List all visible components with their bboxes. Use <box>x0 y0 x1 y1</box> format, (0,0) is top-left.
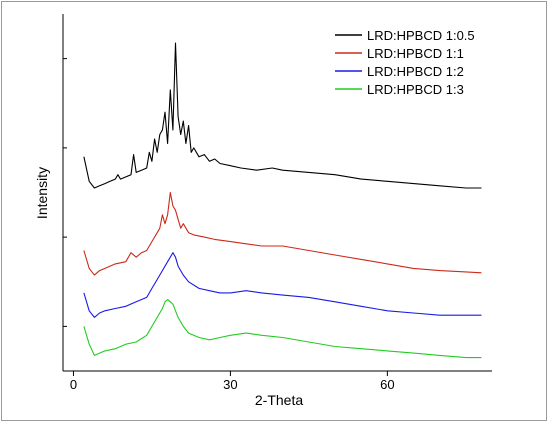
series-line-2 <box>83 191 482 276</box>
x-tick-label: 60 <box>380 377 394 392</box>
series-line-1 <box>83 42 482 189</box>
series-line-4 <box>83 299 482 359</box>
x-axis-title: 2-Theta <box>255 392 303 408</box>
series-line-3 <box>83 252 482 318</box>
legend-label: LRD:HPBCD 1:1 <box>367 46 464 61</box>
x-tick-label: 30 <box>223 377 237 392</box>
legend-label: LRD:HPBCD 1:2 <box>367 64 464 79</box>
x-tick-label: 0 <box>70 377 77 392</box>
legend-label: LRD:HPBCD 1:3 <box>367 82 464 97</box>
y-ticks <box>63 58 67 327</box>
y-axis-title: Intensity <box>34 167 50 219</box>
series-layer <box>83 42 482 359</box>
x-ticks: 0 30 60 <box>70 371 395 392</box>
legend-label: LRD:HPBCD 1:0.5 <box>367 28 475 43</box>
legend: LRD:HPBCD 1:0.5 LRD:HPBCD 1:1 LRD:HPBCD 1:… <box>335 28 475 97</box>
axes <box>62 14 492 372</box>
